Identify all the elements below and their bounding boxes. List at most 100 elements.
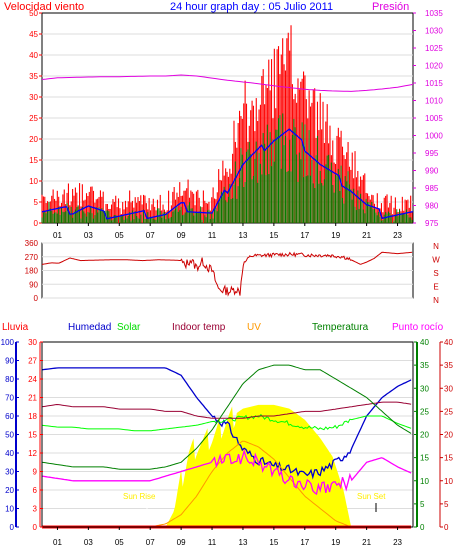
humidity-line [41,367,412,480]
humidity-tick-label: 80 [5,375,14,384]
pressure-tick-label: 985 [425,184,439,193]
wind-speed-title: Velocidad viento [4,1,84,13]
bottom-x-axis: 01 03 05 07 09 11 13 15 17 19 21 23 [53,527,403,547]
direction-panel-grid [42,242,413,299]
x-tick-label: 17 [300,538,309,547]
temperature-tick-label: 40 [420,338,429,347]
dewpoint-tick-label: 5 [444,500,449,509]
wind-gust-bars [41,25,413,223]
x-tick-label: 15 [269,231,278,240]
temperature-title: Temperatura [312,322,369,333]
pressure-title: Presión [372,1,409,13]
dewpoint-tick-label: 40 [444,338,453,347]
rain-tick-label: 12 [28,449,37,458]
dewpoint-tick-label: 15 [444,454,453,463]
direction-tick-label: 360 [25,239,39,248]
pressure-tick-label: 990 [425,167,439,176]
wind-tick-label: 40 [29,51,38,60]
pressure-right-axis: 975 980 985 990 995 1000 1005 1010 1015 1020 1025 1… [413,9,443,228]
x-tick-label: 21 [362,538,371,547]
rain-tick-label: 9 [33,468,38,477]
humidity-tick-label: 40 [5,449,14,458]
wind-tick-label: 15 [29,156,38,165]
x-tick-label: 19 [331,538,340,547]
chart-date-title: 24 hour graph day : 05 Julio 2011 [170,1,333,13]
dewpoint-title: Punto rocío [392,322,444,333]
humidity-tick-label: 50 [5,431,14,440]
rain-tick-label: 18 [28,412,37,421]
x-tick-label: 01 [53,231,62,240]
x-tick-label: 17 [300,231,309,240]
compass-label: W [432,256,440,265]
x-tick-label: 07 [146,538,155,547]
indoor-temp-title: Indoor temp [172,322,226,333]
sunrise-label: Sun Rise [123,492,156,501]
direction-tick-label: 0 [34,294,39,303]
bottom-panel-grid [42,360,413,509]
compass-label: E [433,283,438,292]
pressure-tick-label: 1000 [425,132,443,141]
wind-tick-label: 0 [34,219,39,228]
wind-tick-label: 35 [29,72,38,81]
compass-label: N [433,242,439,251]
pressure-tick-label: 1035 [425,9,443,18]
dewpoint-tick-label: 35 [444,361,453,370]
direction-tick-label: 180 [25,267,39,276]
wind-tick-label: 5 [34,198,39,207]
x-tick-label: 15 [269,538,278,547]
humidity-tick-label: 100 [1,338,15,347]
temperature-tick-label: 0 [420,523,425,532]
pressure-tick-label: 1005 [425,114,443,123]
pressure-tick-label: 1030 [425,27,443,36]
x-tick-label: 21 [362,231,371,240]
wind-direction-path [41,251,413,297]
humidity-tick-label: 10 [5,505,14,514]
sun-area [42,404,413,527]
rain-tick-label: 0 [33,523,38,532]
x-tick-label: 05 [115,231,124,240]
temperature-line [41,364,412,470]
humidity-tick-label: 0 [10,523,15,532]
x-tick-label: 11 [208,231,217,240]
wind-lines [41,74,414,220]
dewpoint-tick-label: 0 [444,523,449,532]
x-tick-label: 11 [208,538,217,547]
pressure-tick-label: 1020 [425,62,443,71]
wind-direction-line [41,251,413,297]
direction-left-axis: 0 90 180 270 360 [25,239,39,303]
rain-tick-label: 21 [28,394,37,403]
pressure-tick-label: 1010 [425,97,443,106]
rain-tick-label: 6 [33,486,38,495]
x-tick-label: 03 [84,231,93,240]
x-tick-label: 01 [53,538,62,547]
temperature-tick-label: 20 [420,431,429,440]
wind-x-axis: 01 03 05 07 09 11 13 15 17 19 21 23 [53,223,403,240]
x-tick-label: 13 [239,231,248,240]
pressure-tick-label: 1015 [425,79,443,88]
rain-tick-label: 15 [28,431,37,440]
pressure-tick-label: 980 [425,202,439,211]
temperature-tick-label: 35 [420,361,429,370]
wind-average-line [41,128,414,220]
indoor-temp-line [41,401,412,419]
wind-left-axis: 0 5 10 15 20 25 30 35 40 45 50 [29,9,42,228]
direction-tick-label: 90 [29,280,38,289]
direction-tick-label: 270 [25,253,39,262]
compass-label: N [433,296,439,305]
rain-tick-label: 24 [28,375,37,384]
x-tick-label: 19 [331,231,340,240]
rain-tick-label: 3 [33,505,38,514]
x-tick-label: 09 [177,538,186,547]
humidity-tick-label: 90 [5,357,14,366]
dewpoint-line [41,448,412,496]
humidity-tick-label: 30 [5,468,14,477]
wind-tick-label: 50 [29,9,38,18]
temperature-tick-label: 5 [420,500,425,509]
dewpoint-tick-label: 25 [444,407,453,416]
wind-tick-label: 20 [29,135,38,144]
solar-line [41,413,412,432]
wind-tick-label: 30 [29,93,38,102]
x-tick-label: 13 [239,538,248,547]
